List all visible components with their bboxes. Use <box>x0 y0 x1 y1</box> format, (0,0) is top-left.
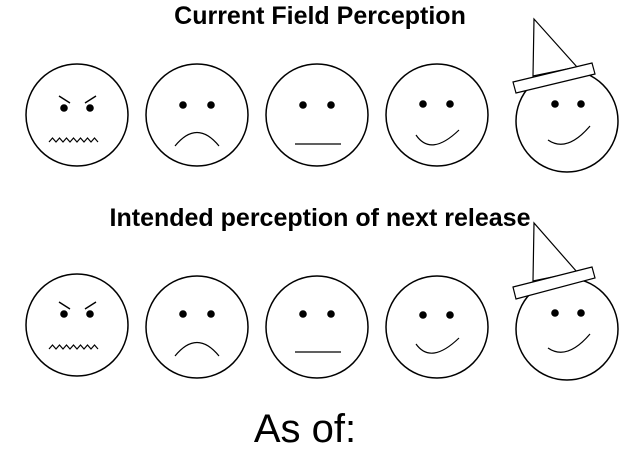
row-intended <box>25 221 619 381</box>
row-current <box>25 17 619 173</box>
party-hat-icon <box>512 17 596 94</box>
neutral-face-icon[interactable] <box>265 63 369 167</box>
neutral-face-icon[interactable] <box>265 275 369 379</box>
sad-face-icon[interactable] <box>145 63 249 167</box>
angry-face-icon[interactable] <box>25 273 129 377</box>
happy-face-icon[interactable] <box>385 275 489 379</box>
happy-face-icon[interactable] <box>385 63 489 167</box>
current-perception-title: Current Field Perception <box>174 2 466 30</box>
intended-perception-title: Intended perception of next release <box>109 204 531 232</box>
party-face-icon[interactable] <box>512 221 619 381</box>
sad-face-icon[interactable] <box>145 275 249 379</box>
as-of-label: As of: <box>253 407 357 451</box>
angry-face-icon[interactable] <box>25 63 129 167</box>
party-hat-icon <box>512 221 596 300</box>
party-face-icon[interactable] <box>512 17 619 173</box>
